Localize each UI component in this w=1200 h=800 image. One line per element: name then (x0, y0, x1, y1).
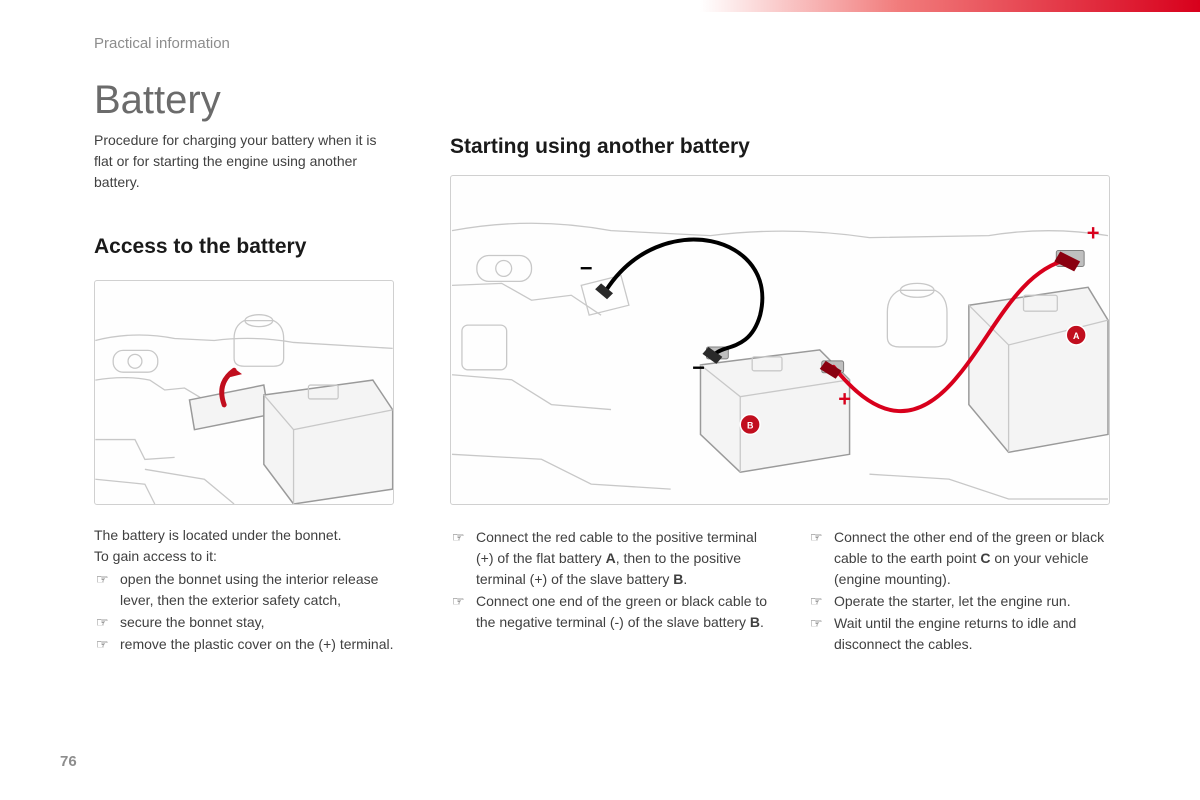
list-item: secure the bonnet stay, (94, 612, 394, 633)
text-starting-col1: Connect the red cable to the positive te… (450, 525, 770, 634)
access-list: open the bonnet using the interior relea… (94, 569, 394, 655)
text-starting-col2: Connect the other end of the green or bl… (808, 525, 1110, 656)
list-item: open the bonnet using the interior relea… (94, 569, 394, 611)
list-item: remove the plastic cover on the (+) term… (94, 634, 394, 655)
intro-paragraph: Procedure for charging your battery when… (94, 130, 394, 193)
access-lead-1: The battery is located under the bonnet. (94, 525, 394, 546)
heading-access: Access to the battery (94, 235, 306, 259)
header-gradient (700, 0, 1200, 12)
list-item: Connect the other end of the green or bl… (808, 527, 1110, 590)
page-title: Battery (94, 78, 221, 123)
page-number: 76 (60, 753, 77, 770)
list-item: Connect one end of the green or black ca… (450, 591, 770, 633)
list-item: Operate the starter, let the engine run. (808, 591, 1110, 612)
minus-sign-earth: − (580, 255, 593, 280)
section-label: Practical information (94, 35, 230, 52)
plus-sign-a: + (1087, 221, 1100, 246)
access-lead-2: To gain access to it: (94, 546, 394, 567)
plus-sign-b: + (838, 387, 851, 412)
text-access: The battery is located under the bonnet.… (94, 525, 394, 656)
figure-jump-start: A + B − + − (450, 175, 1110, 505)
list-item: Connect the red cable to the positive te… (450, 527, 770, 590)
list-item: Wait until the engine returns to idle an… (808, 613, 1110, 655)
heading-starting: Starting using another battery (450, 135, 750, 159)
figure-access-battery (94, 280, 394, 505)
badge-b: B (747, 420, 754, 430)
minus-sign-b: − (692, 355, 705, 380)
badge-a: A (1073, 331, 1080, 341)
